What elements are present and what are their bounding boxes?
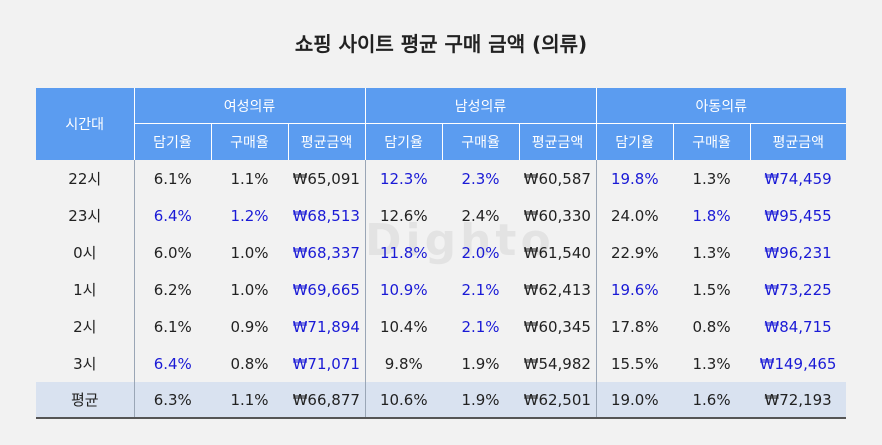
table-cell: 17.8% (595, 308, 674, 345)
table-cell: 10.6% (364, 382, 443, 419)
table-cell: ₩60,345 (523, 317, 591, 336)
table-cell: 6.3% (133, 382, 211, 419)
header-sub-cart: 담기율 (133, 123, 211, 160)
table-cell: ₩71,071 (292, 354, 360, 373)
table-cell: 1.0% (230, 243, 269, 262)
table-cell: 19.6% (595, 271, 674, 308)
table-cell: 1.6% (673, 382, 751, 419)
row-time: 2시 (73, 318, 97, 336)
row-time: 0시 (73, 244, 97, 262)
table-body: 22시 6.1% 1.1% ₩65,091 12.3% 2.3% ₩60,587 19.8% 1… (36, 160, 847, 419)
table-cell: ₩72,193 (750, 382, 847, 419)
table-cell: 1.1% (211, 382, 288, 419)
table-cell: 19.8% (595, 160, 674, 197)
table-cell: 10.4% (364, 308, 443, 345)
table-cell: 2.1% (461, 280, 500, 299)
table-cell: 12.6% (364, 197, 443, 234)
table-cell: 1.3% (692, 169, 731, 188)
header-group-men: 남성의류 (364, 88, 597, 124)
table-cell: ₩62,501 (519, 382, 597, 419)
table-cell: 1.3% (692, 243, 731, 262)
table-cell: 6.2% (133, 271, 211, 308)
table-row: 2시 6.1% 0.9% ₩71,894 10.4% 2.1% ₩60,345 17.8% 0.… (36, 308, 846, 345)
header-sub-purchase: 구매율 (210, 123, 288, 160)
table-cell: 1.1% (230, 169, 269, 188)
header-time: 시간대 (36, 88, 134, 160)
table-cell: 0.8% (230, 354, 269, 373)
table-cell: 15.5% (595, 345, 674, 382)
table-cell: ₩96,231 (764, 243, 832, 262)
table-cell: ₩68,513 (292, 206, 360, 225)
table-cell: 9.8% (364, 345, 443, 382)
table-cell: 1.5% (692, 280, 731, 299)
table-cell: ₩65,091 (292, 169, 360, 188)
table-cell: 1.9% (442, 382, 520, 419)
row-time: 1시 (73, 281, 97, 299)
table-cell: 19.0% (595, 382, 674, 419)
table-cell: ₩84,715 (764, 317, 832, 336)
table-cell: ₩149,465 (759, 354, 837, 373)
table-cell: 2.0% (461, 243, 500, 262)
table-cell: 1.8% (692, 206, 731, 225)
table-cell: 2.4% (461, 206, 500, 225)
table-cell: 1.9% (461, 354, 500, 373)
table-cell: ₩54,982 (523, 354, 591, 373)
table-row: 23시 6.4% 1.2% ₩68,513 12.6% 2.4% ₩60,330 24.0% 1… (36, 197, 846, 234)
header-group-women: 여성의류 (133, 88, 366, 124)
table-cell: 1.3% (692, 354, 731, 373)
row-time: 3시 (73, 355, 97, 373)
table-cell: ₩66,877 (288, 382, 366, 419)
table-cell: ₩95,455 (764, 206, 832, 225)
table-cell: 6.4% (133, 345, 211, 382)
header-sub-purchase: 구매율 (441, 123, 520, 160)
table-cell: 11.8% (364, 234, 443, 271)
table-cell: ₩60,330 (523, 206, 591, 225)
table-cell: ₩69,665 (292, 280, 360, 299)
table-cell: 1.0% (230, 280, 269, 299)
table-cell: 6.1% (133, 160, 211, 197)
header-sub-purchase: 구매율 (672, 123, 751, 160)
table-cell: 6.1% (133, 308, 211, 345)
table-cell: 12.3% (364, 160, 443, 197)
table-cell: ₩73,225 (764, 280, 832, 299)
row-time: 평균 (36, 382, 134, 419)
table-cell: ₩68,337 (292, 243, 360, 262)
row-time: 22시 (68, 170, 102, 188)
table-row: 22시 6.1% 1.1% ₩65,091 12.3% 2.3% ₩60,587 19.8% 1… (36, 160, 846, 197)
table-cell: ₩60,587 (523, 169, 591, 188)
table-cell: 0.9% (230, 317, 269, 336)
table-row: 0시 6.0% 1.0% ₩68,337 11.8% 2.0% ₩61,540 22.9% 1.… (36, 234, 846, 271)
header-sub-cart: 담기율 (595, 123, 674, 160)
table-cell: 6.4% (133, 197, 211, 234)
chart-title: 쇼핑 사이트 평균 구매 금액 (의류) (294, 32, 588, 56)
table-cell: 6.0% (133, 234, 211, 271)
table-row: 3시 6.4% 0.8% ₩71,071 9.8% 1.9% ₩54,982 15.5% 1.3… (36, 345, 846, 382)
table-cell: ₩61,540 (523, 243, 591, 262)
table-cell: 1.2% (230, 206, 269, 225)
table-row: 1시 6.2% 1.0% ₩69,665 10.9% 2.1% ₩62,413 19.6% 1.… (36, 271, 846, 308)
table-cell: 2.3% (461, 169, 500, 188)
header-sub-avg: 평균금액 (518, 123, 597, 160)
header-sub-avg: 평균금액 (749, 123, 847, 160)
table-cell: ₩74,459 (764, 169, 832, 188)
header-sub-avg: 평균금액 (287, 123, 366, 160)
header-sub-cart: 담기율 (364, 123, 443, 160)
header-group-kids: 아동의류 (595, 88, 847, 124)
table-cell: 2.1% (461, 317, 500, 336)
table-cell: 10.9% (364, 271, 443, 308)
table-cell: 22.9% (595, 234, 674, 271)
table-cell: 0.8% (692, 317, 731, 336)
average-row: 평균 6.3% 1.1% ₩66,877 10.6% 1.9% ₩62,501 19.0% 1.… (36, 382, 847, 419)
row-time: 23시 (68, 207, 102, 225)
table-cell: ₩71,894 (292, 317, 360, 336)
table-cell: 24.0% (595, 197, 674, 234)
data-table: 시간대 여성의류 남성의류 아동의류 담기율 구매율 평균금액 담기율 구매율 … (36, 88, 847, 419)
table-cell: ₩62,413 (523, 280, 591, 299)
